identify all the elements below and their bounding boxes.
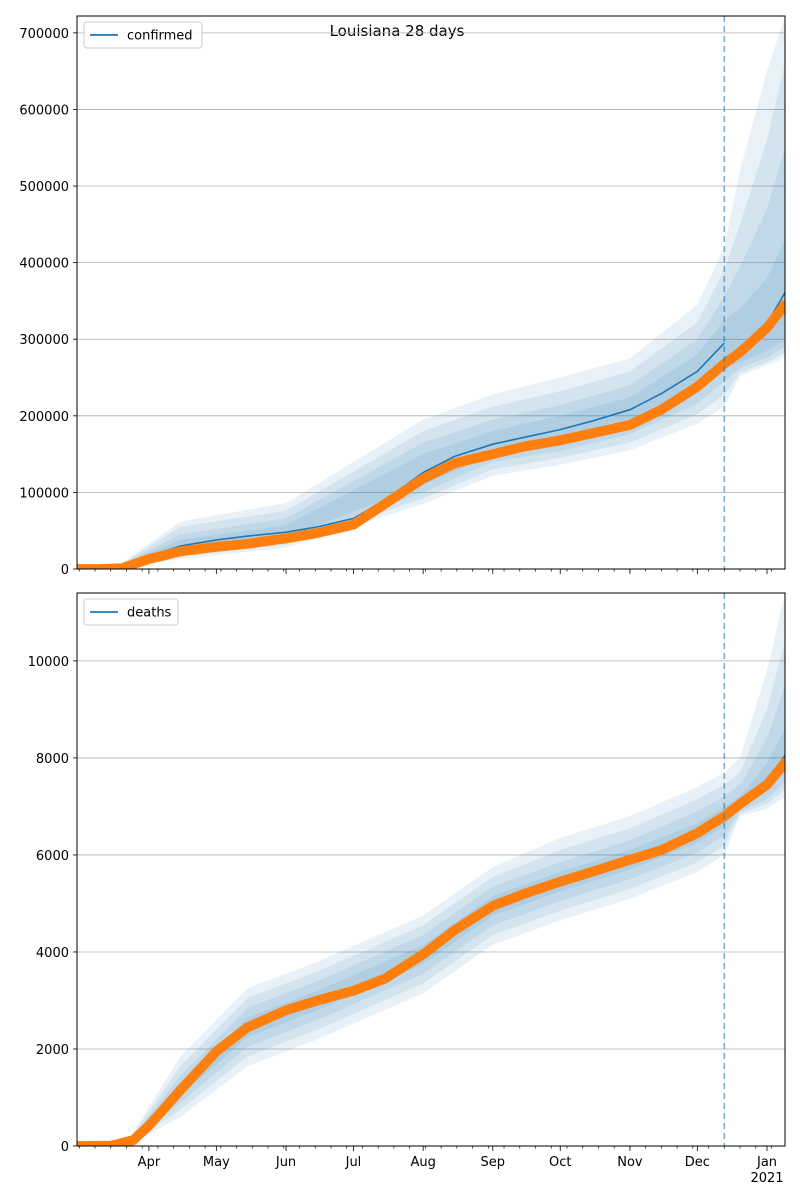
uncertainty-band-forecast-3 xyxy=(724,63,785,395)
observed-points xyxy=(77,299,785,569)
legend-box xyxy=(83,598,179,626)
x-tick-label: Apr xyxy=(138,1155,161,1170)
y-tick-label: 500000 xyxy=(19,180,69,195)
x-tick-label: Sep xyxy=(481,1155,506,1170)
observed-point xyxy=(780,757,785,768)
x-tick-label: Jun xyxy=(275,1155,296,1170)
y-tick-label: 400000 xyxy=(19,257,69,272)
uncertainty-band-hist-4 xyxy=(133,772,725,1143)
y-tick-label: 700000 xyxy=(19,27,69,42)
chart-panels: 0100000200000300000400000500000600000700… xyxy=(19,15,786,1186)
uncertainty-band-hist-1 xyxy=(133,806,725,1140)
axes-frame xyxy=(76,592,786,1147)
uncertainty-band-forecast-4 xyxy=(724,16,785,407)
y-tick-label: 200000 xyxy=(19,410,69,425)
uncertainty-band-forecast-4 xyxy=(724,593,785,855)
y-tick-label: 4000 xyxy=(36,946,69,961)
uncertainty-band-forecast-3 xyxy=(724,641,785,846)
y-tick-label: 6000 xyxy=(36,849,69,864)
y-tick-label: 8000 xyxy=(36,752,69,767)
x-tick-label: Aug xyxy=(410,1155,435,1170)
uncertainty-band-forecast-1 xyxy=(724,239,785,369)
y-tick-label: 100000 xyxy=(19,486,69,501)
axes-frame xyxy=(76,15,786,570)
x-tick-label: Jul xyxy=(345,1155,362,1170)
x-tick-label: May xyxy=(203,1155,230,1170)
y-tick-label: 2000 xyxy=(36,1043,69,1058)
uncertainty-band-hist-2 xyxy=(133,796,725,1141)
legend-label: confirmed xyxy=(127,29,193,44)
chart-title: Louisiana 28 days xyxy=(330,22,465,40)
observed-point xyxy=(780,299,785,310)
observed-points xyxy=(77,757,785,1146)
legend-box xyxy=(83,21,203,49)
panel-deaths: 0 2000 4000 6000 8000 10000 Apr May Jun Jul Aug Sep… xyxy=(28,592,786,1186)
x-tick-sublabel: 2021 xyxy=(750,1171,783,1186)
uncertainty-band-hist-4 xyxy=(122,247,725,568)
y-tick-label: 0 xyxy=(61,563,69,578)
x-tick-label: Jan xyxy=(756,1155,777,1170)
legend-label: deaths xyxy=(127,606,172,621)
y-tick-label: 10000 xyxy=(28,655,69,670)
x-tick-label: Oct xyxy=(549,1155,571,1170)
y-tick-label: 300000 xyxy=(19,333,69,348)
x-tick-label: Nov xyxy=(617,1155,643,1170)
y-tick-label: 0 xyxy=(61,1140,69,1155)
x-tick-label: Dec xyxy=(685,1155,710,1170)
panel-confirmed: 0 100000 200000 300000 400000 500000 600000 700… xyxy=(19,15,786,578)
uncertainty-band-forecast-2 xyxy=(724,685,785,836)
uncertainty-band-hist-3 xyxy=(122,270,725,568)
y-tick-label: 600000 xyxy=(19,103,69,118)
uncertainty-bands xyxy=(122,16,785,568)
uncertainty-band-hist-1 xyxy=(122,320,725,567)
